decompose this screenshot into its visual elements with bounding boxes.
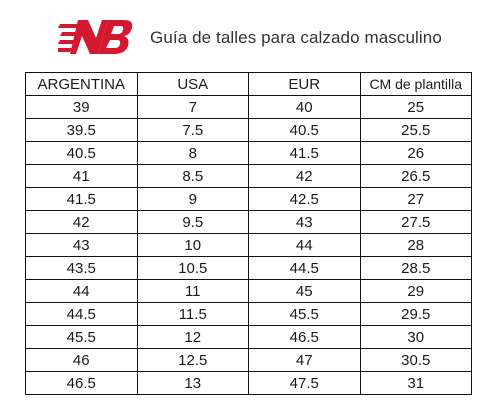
- cell-argentina: 41: [25, 164, 138, 188]
- cell-cm: 27: [359, 187, 472, 211]
- cell-eur: 40.5: [248, 118, 361, 142]
- cell-eur: 44: [248, 233, 361, 257]
- table-header-row: ARGENTINA USA EUR CM de plantilla: [25, 72, 472, 96]
- table-row: 42 9.5 43 27.5: [25, 210, 472, 234]
- page-header: Guía de talles para calzado masculino: [0, 0, 500, 70]
- cell-argentina: 46: [25, 348, 138, 372]
- column-header-cm: CM de plantilla: [359, 72, 472, 96]
- cell-cm: 25: [359, 95, 472, 119]
- column-header-eur: EUR: [248, 72, 361, 96]
- cell-eur: 41.5: [248, 141, 361, 165]
- cell-usa: 10: [136, 233, 249, 257]
- cell-cm: 29.5: [359, 302, 472, 326]
- table-row: 44 11 45 29: [25, 279, 472, 303]
- cell-eur: 47: [248, 348, 361, 372]
- cell-argentina: 39.5: [25, 118, 138, 142]
- page-title: Guía de talles para calzado masculino: [150, 28, 442, 47]
- cell-cm: 30.5: [359, 348, 472, 372]
- cell-argentina: 42: [25, 210, 138, 234]
- table-row: 46.5 13 47.5 31: [25, 371, 472, 395]
- cell-eur: 42.5: [248, 187, 361, 211]
- cell-cm: 28: [359, 233, 472, 257]
- new-balance-logo-icon: [58, 20, 133, 54]
- cell-argentina: 43.5: [25, 256, 138, 280]
- table-body: 39 7 40 25 39.5 7.5 40.5 25.5 40.5 8 41.5 26 41 8.5 42…: [25, 95, 472, 395]
- table-row: 44.5 11.5 45.5 29.5: [25, 302, 472, 326]
- cell-eur: 42: [248, 164, 361, 188]
- cell-eur: 43: [248, 210, 361, 234]
- cell-argentina: 45.5: [25, 325, 138, 349]
- cell-usa: 9.5: [136, 210, 249, 234]
- cell-cm: 27.5: [359, 210, 472, 234]
- cell-eur: 44.5: [248, 256, 361, 280]
- cell-eur: 40: [248, 95, 361, 119]
- cell-cm: 28.5: [359, 256, 472, 280]
- cell-cm: 26: [359, 141, 472, 165]
- cell-argentina: 44.5: [25, 302, 138, 326]
- table-row: 43.5 10.5 44.5 28.5: [25, 256, 472, 280]
- size-chart-table: ARGENTINA USA EUR CM de plantilla 39 7 40 2…: [25, 72, 472, 395]
- cell-argentina: 40.5: [25, 141, 138, 165]
- cell-argentina: 41.5: [25, 187, 138, 211]
- cell-argentina: 44: [25, 279, 138, 303]
- cell-cm: 29: [359, 279, 472, 303]
- table-row: 41 8.5 42 26.5: [25, 164, 472, 188]
- cell-cm: 26.5: [359, 164, 472, 188]
- cell-argentina: 46.5: [25, 371, 138, 395]
- cell-cm: 30: [359, 325, 472, 349]
- cell-usa: 11: [136, 279, 249, 303]
- cell-cm: 25.5: [359, 118, 472, 142]
- cell-usa: 8.5: [136, 164, 249, 188]
- cell-eur: 47.5: [248, 371, 361, 395]
- cell-usa: 12.5: [136, 348, 249, 372]
- column-header-argentina: ARGENTINA: [25, 72, 138, 96]
- cell-argentina: 43: [25, 233, 138, 257]
- cell-usa: 7.5: [136, 118, 249, 142]
- cell-usa: 13: [136, 371, 249, 395]
- cell-usa: 10.5: [136, 256, 249, 280]
- column-header-usa: USA: [136, 72, 249, 96]
- cell-argentina: 39: [25, 95, 138, 119]
- cell-eur: 45: [248, 279, 361, 303]
- table-row: 40.5 8 41.5 26: [25, 141, 472, 165]
- table-row: 39 7 40 25: [25, 95, 472, 119]
- table-row: 46 12.5 47 30.5: [25, 348, 472, 372]
- table-row: 43 10 44 28: [25, 233, 472, 257]
- cell-usa: 8: [136, 141, 249, 165]
- cell-usa: 9: [136, 187, 249, 211]
- cell-eur: 45.5: [248, 302, 361, 326]
- cell-usa: 12: [136, 325, 249, 349]
- cell-eur: 46.5: [248, 325, 361, 349]
- cell-cm: 31: [359, 371, 472, 395]
- table-row: 39.5 7.5 40.5 25.5: [25, 118, 472, 142]
- cell-usa: 11.5: [136, 302, 249, 326]
- table-row: 45.5 12 46.5 30: [25, 325, 472, 349]
- table-row: 41.5 9 42.5 27: [25, 187, 472, 211]
- cell-usa: 7: [136, 95, 249, 119]
